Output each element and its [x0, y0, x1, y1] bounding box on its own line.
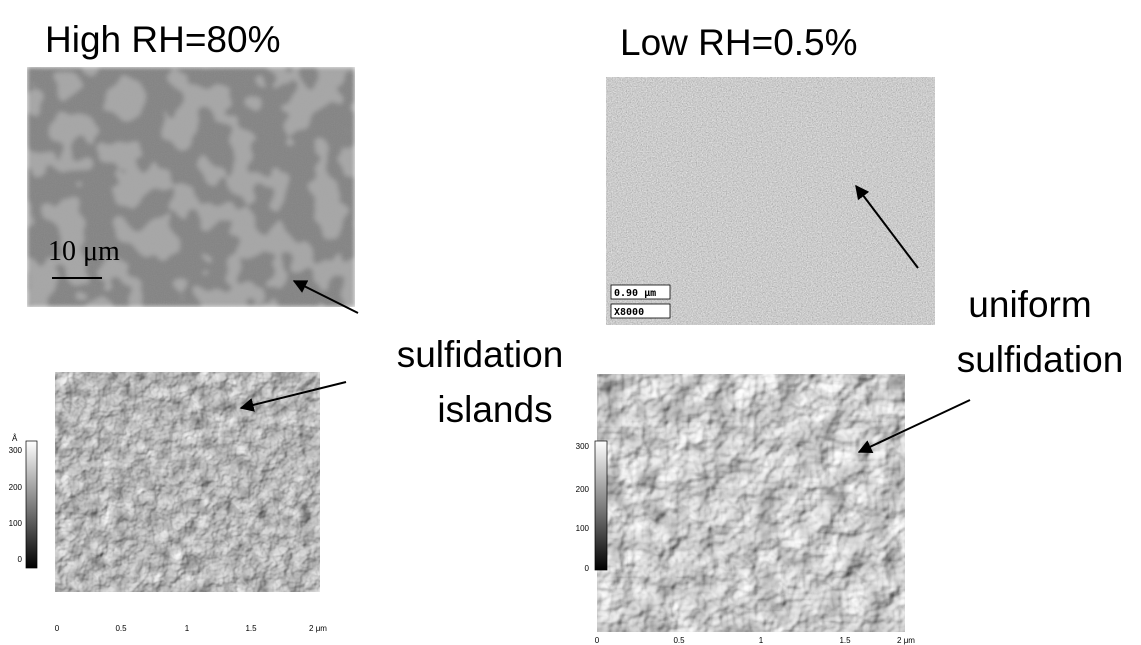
colorbar-tick: 100 [9, 519, 23, 528]
panel-title: Low RH=0.5% [620, 22, 858, 63]
x-tick-label: 0 [55, 624, 60, 633]
colorbar-ticks: 300 200 100 0 [576, 442, 590, 573]
annotation: uniform [968, 284, 1091, 325]
colorbar-tick: 200 [576, 485, 590, 494]
colorbar [595, 441, 607, 570]
x-tick-label: 0.5 [673, 636, 685, 645]
colorbar-tick: 200 [9, 483, 23, 492]
x-tick-label: 1.5 [245, 624, 257, 633]
annotation: sulfidation [397, 334, 564, 375]
figure: High RH=80% 10 μm Å 300 200 100 0 0 0.5 … [0, 0, 1141, 645]
sem-label: X8000 [614, 307, 644, 318]
x-tick-label: 0.5 [115, 624, 127, 633]
colorbar-unit: Å [12, 434, 18, 443]
afm-x-axis: 0 0.5 1 1.5 2 μm [55, 624, 328, 633]
colorbar-ticks: 300 200 100 0 [9, 446, 23, 564]
colorbar-tick: 0 [18, 555, 23, 564]
x-tick-label: 1 [759, 636, 764, 645]
panel-title: High RH=80% [45, 19, 280, 60]
scale-bar-label: 10 μm [48, 236, 120, 267]
afm-x-axis: 0 0.5 1 1.5 2 μm [595, 636, 916, 645]
colorbar-tick: 300 [576, 442, 590, 451]
x-tick-label: 2 μm [309, 624, 327, 633]
x-tick-label: 2 μm [897, 636, 915, 645]
sem-image [27, 67, 355, 307]
x-tick-label: 0 [595, 636, 600, 645]
x-tick-label: 1.5 [839, 636, 851, 645]
colorbar-tick: 0 [585, 564, 590, 573]
colorbar-tick: 300 [9, 446, 23, 455]
afm-image [597, 374, 905, 632]
x-tick-label: 1 [185, 624, 190, 633]
annotation: sulfidation [957, 339, 1124, 380]
afm-image [55, 372, 320, 592]
sem-label: 0.90 μm [614, 288, 656, 299]
annotation: islands [437, 389, 552, 430]
colorbar-tick: 100 [576, 524, 590, 533]
page: {"panels": { "high_rh": {"title": "High … [0, 0, 1141, 645]
colorbar [26, 441, 37, 568]
